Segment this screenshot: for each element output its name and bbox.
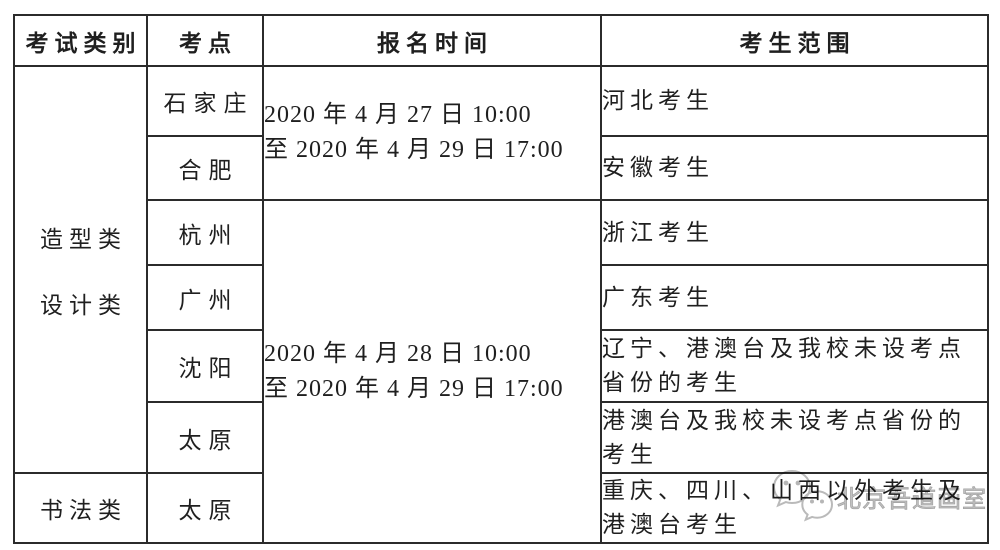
registration-schedule-table: 考试类别 考点 报名时间 考生范围 造型类 设计类 石家庄 2020 年 4 月…: [13, 14, 989, 544]
site-cell: 太原: [146, 401, 264, 474]
category-cell-calligraphy: 书法类: [13, 472, 148, 544]
category-cell-design-and-fine-arts: 造型类 设计类: [13, 65, 148, 474]
table-row: 沈阳 辽宁、港澳台及我校未设考点省份的考生: [14, 329, 989, 403]
scope-cell: 辽宁、港澳台及我校未设考点省份的考生: [600, 329, 989, 403]
table-row: 太原 港澳台及我校未设考点省份的考生: [14, 401, 989, 474]
table-row: 合肥 安徽考生: [14, 135, 989, 201]
category-line-2: 设计类: [40, 292, 127, 318]
scope-cell: 河北考生: [600, 65, 989, 137]
header-exam-site: 考点: [146, 14, 264, 67]
table-row: 广州 广东考生: [14, 264, 989, 331]
scope-cell: 安徽考生: [600, 135, 989, 201]
table-row: 造型类 设计类 石家庄 2020 年 4 月 27 日 10:00 至 2020…: [13, 65, 989, 474]
scope-cell: 浙江考生: [600, 199, 989, 266]
header-registration-time: 报名时间: [262, 14, 602, 67]
site-cell: 杭州: [146, 199, 264, 266]
header-exam-category: 考试类别: [13, 14, 148, 67]
site-cell: 合肥: [146, 135, 264, 201]
registration-window-line-2: 至 2020 年 4 月 29 日 17:00: [264, 137, 564, 163]
scope-cell: 重庆、四川、山西以外考生及港澳台考生: [600, 472, 989, 544]
site-cell: 太原: [146, 472, 264, 544]
site-cell: 广州: [146, 264, 264, 331]
scope-cell: 港澳台及我校未设考点省份的考生: [600, 401, 989, 474]
registration-window-line-1: 2020 年 4 月 28 日 10:00: [264, 340, 532, 367]
header-candidate-scope: 考生范围: [600, 14, 989, 67]
registration-window-line-2: 至 2020 年 4 月 29 日 17:00: [264, 375, 564, 402]
site-cell: 沈阳: [146, 329, 264, 403]
registration-window-cell-2: 2020 年 4 月 28 日 10:00 至 2020 年 4 月 29 日 …: [262, 199, 602, 544]
site-cell: 石家庄: [146, 65, 264, 137]
registration-window-cell-1: 2020 年 4 月 27 日 10:00 至 2020 年 4 月 29 日 …: [262, 65, 602, 201]
scope-cell: 广东考生: [600, 264, 989, 331]
table-header-row: 考试类别 考点 报名时间 考生范围: [13, 14, 989, 67]
category-line-1: 造型类: [40, 226, 127, 252]
registration-window-line-1: 2020 年 4 月 27 日 10:00: [264, 102, 532, 128]
table-row: 杭州 2020 年 4 月 28 日 10:00 至 2020 年 4 月 29…: [14, 199, 989, 544]
